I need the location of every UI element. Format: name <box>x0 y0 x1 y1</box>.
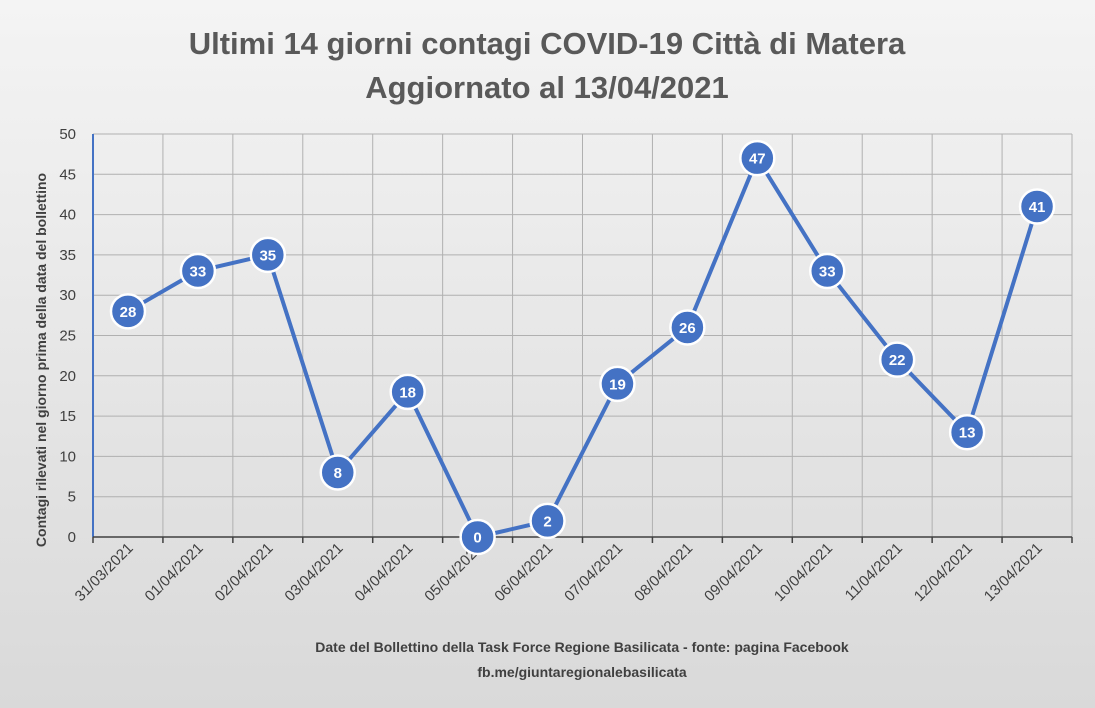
x-tick-label: 04/04/2021 <box>351 540 416 605</box>
data-label: 33 <box>819 264 836 281</box>
data-label: 2 <box>543 513 551 530</box>
y-axis-ticks: 0 5 10 15 20 25 30 35 40 45 50 <box>59 126 76 546</box>
data-points: 28 33 35 8 18 0 2 19 26 47 33 22 13 41 <box>109 139 1056 556</box>
series-line <box>126 156 1039 539</box>
x-tick-label: 09/04/2021 <box>701 540 766 605</box>
data-point: 26 <box>669 309 706 346</box>
point-marker <box>109 293 147 330</box>
x-tick-label: 13/04/2021 <box>981 540 1046 605</box>
chart-subtitle: Aggiornato al 13/04/2021 <box>365 70 729 105</box>
x-tick-label: 03/04/2021 <box>281 540 346 605</box>
x-tick-label: 07/04/2021 <box>561 540 626 605</box>
data-label: 13 <box>959 425 976 442</box>
data-label: 19 <box>609 376 626 393</box>
y-axis-label: Contagi rilevati nel giorno prima della … <box>33 173 49 547</box>
data-point: 41 <box>1018 188 1056 225</box>
point-marker <box>529 502 566 540</box>
y-tick-label: 0 <box>68 529 76 546</box>
point-marker <box>599 365 636 403</box>
y-tick-label: 10 <box>59 448 76 465</box>
x-tick-label: 02/04/2021 <box>212 540 277 605</box>
y-tick-label: 25 <box>59 328 76 345</box>
x-axis-label: Date del Bollettino della Task Force Reg… <box>315 639 849 655</box>
point-marker <box>948 413 986 451</box>
x-tick-label: 08/04/2021 <box>631 540 696 605</box>
point-marker <box>389 373 426 411</box>
y-tick-label: 30 <box>59 287 76 304</box>
y-tick-label: 35 <box>59 247 76 264</box>
data-label: 33 <box>190 264 207 281</box>
x-tick-label: 31/03/2021 <box>72 540 137 605</box>
gridlines <box>92 133 1073 543</box>
x-tick-label: 10/04/2021 <box>771 540 836 605</box>
point-marker <box>249 236 287 274</box>
data-point: 28 <box>109 293 147 330</box>
data-point: 19 <box>599 365 636 403</box>
data-point: 33 <box>809 252 846 290</box>
data-label: 41 <box>1029 199 1046 216</box>
data-point: 47 <box>739 139 776 177</box>
x-tick-label: 01/04/2021 <box>142 540 207 605</box>
data-point: 13 <box>948 413 986 451</box>
data-label: 47 <box>749 151 766 168</box>
x-axis-ticks: 31/03/2021 01/04/2021 02/04/2021 03/04/2021… <box>72 540 1046 605</box>
point-marker <box>669 309 706 346</box>
data-point: 33 <box>179 252 217 290</box>
point-marker <box>179 252 217 290</box>
data-point: 2 <box>529 502 566 540</box>
data-label: 8 <box>334 465 342 482</box>
y-tick-label: 5 <box>68 489 76 506</box>
point-marker <box>739 139 776 177</box>
data-label: 0 <box>473 530 481 547</box>
chart-title: Ultimi 14 giorni contagi COVID-19 Città … <box>189 26 906 61</box>
point-marker <box>1018 188 1056 225</box>
data-label: 18 <box>399 384 416 401</box>
data-label: 26 <box>679 320 696 337</box>
x-axis-label-source: fb.me/giuntaregionalebasilicata <box>477 664 686 680</box>
data-point: 18 <box>389 373 426 411</box>
point-marker <box>809 252 846 290</box>
data-label: 35 <box>259 247 276 264</box>
x-tick-label: 11/04/2021 <box>842 540 906 604</box>
point-marker <box>459 518 496 556</box>
data-label: 22 <box>889 352 906 369</box>
data-point: 35 <box>249 236 287 274</box>
point-marker <box>878 341 916 378</box>
data-point: 0 <box>459 518 496 556</box>
data-point: 8 <box>319 454 356 491</box>
y-tick-label: 15 <box>59 408 76 425</box>
data-point: 22 <box>878 341 916 378</box>
y-tick-label: 20 <box>59 368 76 385</box>
y-tick-label: 50 <box>59 126 76 143</box>
point-marker <box>319 454 356 491</box>
x-tick-label: 06/04/2021 <box>491 540 556 605</box>
x-tick-label: 12/04/2021 <box>911 540 976 605</box>
y-tick-label: 40 <box>59 207 76 224</box>
data-label: 28 <box>120 304 137 321</box>
y-tick-label: 45 <box>59 166 76 183</box>
